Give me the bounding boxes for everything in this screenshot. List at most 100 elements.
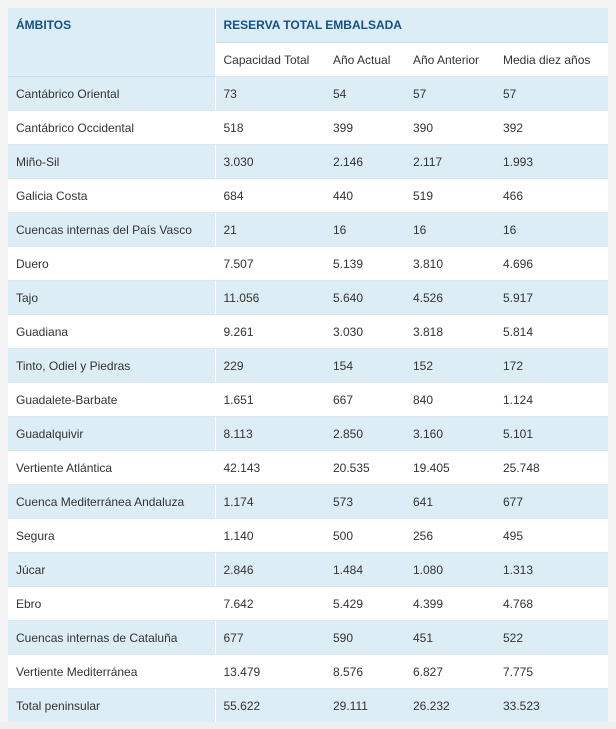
- cell-capacidad-total: 7.507: [215, 246, 325, 281]
- row-ambito-name: Cantábrico Occidental: [8, 110, 216, 145]
- table-row: Guadiana 9.261 3.030 3.818 5.814: [8, 314, 609, 349]
- reservoir-table-container: ÁMBITOS RESERVA TOTAL EMBALSADA Capacida…: [8, 8, 609, 723]
- cell-capacidad-total: 42.143: [215, 450, 325, 485]
- cell-media-diez-anos: 5.917: [495, 280, 609, 315]
- table-row: Cuencas internas del País Vasco 21 16 16 16: [8, 212, 609, 247]
- cell-ano-actual: 20.535: [325, 450, 405, 485]
- table-row: Ebro 7.642 5.429 4.399 4.768: [8, 586, 609, 621]
- row-ambito-name: Guadalquivir: [8, 416, 216, 451]
- table-row: Guadalquivir 8.113 2.850 3.160 5.101: [8, 416, 609, 451]
- cell-capacidad-total: 677: [215, 620, 325, 655]
- cell-ano-actual: 2.850: [325, 416, 405, 451]
- cell-capacidad-total: 1.174: [215, 484, 325, 519]
- table-row: Vertiente Atlántica 42.143 20.535 19.405 25.…: [8, 450, 609, 485]
- cell-capacidad-total: 1.651: [215, 382, 325, 417]
- cell-capacidad-total: 11.056: [215, 280, 325, 315]
- cell-ano-actual: 1.484: [325, 552, 405, 587]
- cell-capacidad-total: 55.622: [215, 688, 325, 723]
- cell-ano-anterior: 1.080: [405, 552, 495, 587]
- cell-media-diez-anos: 25.748: [495, 450, 609, 485]
- cell-capacidad-total: 21: [215, 212, 325, 247]
- cell-media-diez-anos: 522: [495, 620, 609, 655]
- row-ambito-name: Galicia Costa: [8, 178, 216, 213]
- cell-media-diez-anos: 466: [495, 178, 609, 213]
- row-ambito-name: Tajo: [8, 280, 216, 315]
- cell-ano-actual: 2.146: [325, 144, 405, 179]
- row-ambito-name: Cuencas internas del País Vasco: [8, 212, 216, 247]
- cell-ano-anterior: 3.160: [405, 416, 495, 451]
- table-row: Segura 1.140 500 256 495: [8, 518, 609, 553]
- table-row: Tajo 11.056 5.640 4.526 5.917: [8, 280, 609, 315]
- cell-capacidad-total: 8.113: [215, 416, 325, 451]
- cell-capacidad-total: 2.846: [215, 552, 325, 587]
- cell-media-diez-anos: 1.313: [495, 552, 609, 587]
- cell-ano-anterior: 3.818: [405, 314, 495, 349]
- cell-ano-anterior: 519: [405, 178, 495, 213]
- cell-media-diez-anos: 1.124: [495, 382, 609, 417]
- header-row-columns: Capacidad Total Año Actual Año Anterior …: [8, 42, 609, 77]
- page-bottom-strip: [0, 722, 616, 729]
- header-row-group: ÁMBITOS RESERVA TOTAL EMBALSADA: [8, 8, 609, 77]
- cell-ano-anterior: 256: [405, 518, 495, 553]
- row-ambito-name: Vertiente Mediterránea: [8, 654, 216, 689]
- cell-ano-anterior: 4.526: [405, 280, 495, 315]
- table-row: Galicia Costa 684 440 519 466: [8, 178, 609, 213]
- cell-ano-actual: 54: [325, 76, 405, 111]
- cell-ano-actual: 5.429: [325, 586, 405, 621]
- cell-capacidad-total: 684: [215, 178, 325, 213]
- cell-ano-anterior: 641: [405, 484, 495, 519]
- row-ambito-name: Guadiana: [8, 314, 216, 349]
- cell-ano-anterior: 6.827: [405, 654, 495, 689]
- table-row: Cantábrico Oriental 73 54 57 57: [8, 76, 609, 111]
- cell-ano-anterior: 451: [405, 620, 495, 655]
- cell-ano-anterior: 152: [405, 348, 495, 383]
- cell-capacidad-total: 229: [215, 348, 325, 383]
- row-ambito-name: Ebro: [8, 586, 216, 621]
- column-header-ano-anterior: Año Anterior: [405, 42, 495, 77]
- table-row: Total peninsular 55.622 29.111 26.232 33.523: [8, 688, 609, 723]
- cell-media-diez-anos: 677: [495, 484, 609, 519]
- cell-ano-actual: 440: [325, 178, 405, 213]
- cell-capacidad-total: 7.642: [215, 586, 325, 621]
- cell-ano-anterior: 57: [405, 76, 495, 111]
- cell-media-diez-anos: 5.101: [495, 416, 609, 451]
- cell-media-diez-anos: 172: [495, 348, 609, 383]
- cell-ano-actual: 573: [325, 484, 405, 519]
- cell-ano-actual: 3.030: [325, 314, 405, 349]
- column-header-media-diez-anos: Media diez años: [495, 42, 609, 77]
- row-ambito-name: Guadalete-Barbate: [8, 382, 216, 417]
- cell-capacidad-total: 518: [215, 110, 325, 145]
- row-ambito-name: Tinto, Odiel y Piedras: [8, 348, 216, 383]
- row-ambito-name: Cuencas internas de Cataluña: [8, 620, 216, 655]
- cell-media-diez-anos: 4.768: [495, 586, 609, 621]
- cell-ano-anterior: 16: [405, 212, 495, 247]
- cell-ano-anterior: 26.232: [405, 688, 495, 723]
- row-ambito-name: Cantábrico Oriental: [8, 76, 216, 111]
- row-ambito-name: Total peninsular: [8, 688, 216, 723]
- table-row: Tinto, Odiel y Piedras 229 154 152 172: [8, 348, 609, 383]
- row-ambito-name: Vertiente Atlántica: [8, 450, 216, 485]
- row-ambito-name: Miño-Sil: [8, 144, 216, 179]
- cell-capacidad-total: 13.479: [215, 654, 325, 689]
- table-row: Cuencas internas de Cataluña 677 590 451 522: [8, 620, 609, 655]
- cell-ano-actual: 8.576: [325, 654, 405, 689]
- cell-ano-actual: 5.640: [325, 280, 405, 315]
- cell-ano-actual: 16: [325, 212, 405, 247]
- table-row: Cuenca Mediterránea Andaluza 1.174 573 641 6…: [8, 484, 609, 519]
- row-ambito-name: Cuenca Mediterránea Andaluza: [8, 484, 216, 519]
- column-header-capacidad-total: Capacidad Total: [215, 42, 325, 77]
- cell-media-diez-anos: 5.814: [495, 314, 609, 349]
- cell-ano-anterior: 840: [405, 382, 495, 417]
- table-row: Miño-Sil 3.030 2.146 2.117 1.993: [8, 144, 609, 179]
- cell-media-diez-anos: 7.775: [495, 654, 609, 689]
- cell-ano-anterior: 3.810: [405, 246, 495, 281]
- cell-media-diez-anos: 495: [495, 518, 609, 553]
- table-row: Vertiente Mediterránea 13.479 8.576 6.827 7.…: [8, 654, 609, 689]
- row-ambito-name: Segura: [8, 518, 216, 553]
- cell-ano-anterior: 19.405: [405, 450, 495, 485]
- cell-ano-anterior: 2.117: [405, 144, 495, 179]
- cell-ano-actual: 154: [325, 348, 405, 383]
- cell-ano-anterior: 390: [405, 110, 495, 145]
- cell-media-diez-anos: 1.993: [495, 144, 609, 179]
- table-row: Júcar 2.846 1.484 1.080 1.313: [8, 552, 609, 587]
